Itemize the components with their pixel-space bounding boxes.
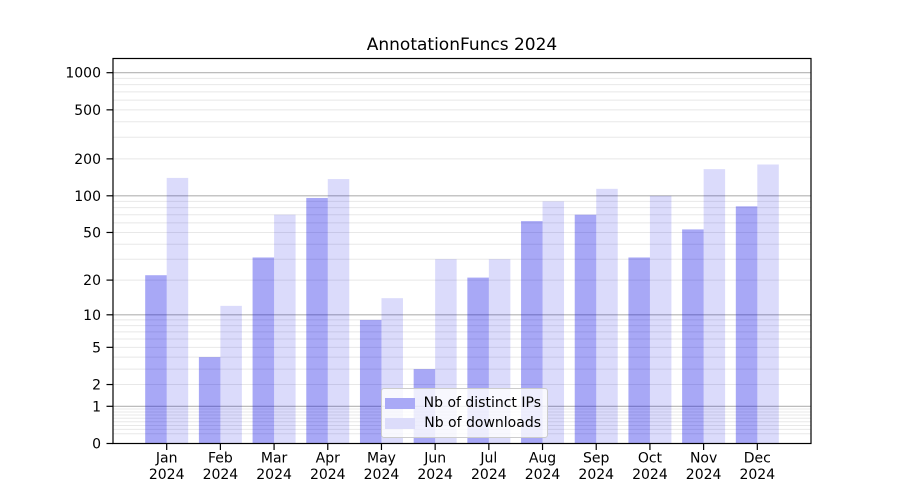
y-tick-label: 2 (92, 378, 101, 394)
y-tick-label: 1000 (65, 66, 101, 82)
legend-swatch-distinct-ips (384, 397, 415, 409)
bar-downloads-aug (542, 201, 565, 444)
x-tick-label: Jan 2024 (149, 451, 185, 484)
x-tick-label: Apr 2024 (310, 451, 346, 484)
legend-label-distinct-ips: Nb of distinct IPs (423, 395, 541, 411)
y-tick-label: 50 (83, 225, 101, 241)
x-tick-label: Mar 2024 (256, 451, 292, 484)
legend-swatch-downloads (385, 417, 416, 429)
bar-distinct-ips-nov (682, 229, 704, 444)
x-tick-label: Feb 2024 (203, 451, 239, 484)
bar-downloads-dec (757, 164, 779, 444)
bar-distinct-ips-feb (198, 357, 221, 444)
bar-distinct-ips-apr (306, 197, 328, 444)
bar-distinct-ips-dec (735, 206, 758, 444)
x-tick-label: May 2024 (364, 451, 400, 484)
legend-label-downloads: Nb of downloads (424, 415, 541, 431)
bar-distinct-ips-mar (252, 257, 275, 444)
bar-downloads-sep (596, 188, 618, 444)
x-tick-label: Oct 2024 (632, 451, 668, 484)
y-tick-label: 200 (74, 152, 101, 168)
plot-frame (112, 57, 812, 445)
bar-downloads-mar (274, 214, 296, 444)
x-tick-label: Jul 2024 (471, 451, 507, 484)
y-tick-label: 1 (92, 399, 101, 415)
x-tick-label: Nov 2024 (686, 451, 722, 484)
chart-title: AnnotationFuncs 2024 (366, 35, 558, 55)
legend-item-downloads: Nb of downloads (385, 415, 541, 431)
y-tick-label: 0 (92, 437, 101, 453)
bar-distinct-ips-aug (521, 221, 543, 444)
y-tick-label: 5 (92, 340, 101, 356)
y-tick-label: 500 (74, 103, 101, 119)
x-tick-label: Jun 2024 (417, 451, 453, 484)
bar-downloads-oct (649, 195, 672, 444)
bar-downloads-jan (166, 177, 189, 444)
bar-distinct-ips-oct (628, 257, 650, 444)
bar-distinct-ips-sep (574, 214, 597, 444)
y-tick-label: 10 (83, 308, 101, 324)
bar-downloads-apr (327, 179, 350, 444)
y-tick-label: 20 (83, 273, 101, 289)
bar-downloads-nov (703, 169, 726, 444)
legend: Nb of distinct IPs Nb of downloads (381, 388, 548, 438)
x-tick-label: Sep 2024 (578, 451, 614, 484)
x-tick-label: Dec 2024 (739, 451, 775, 484)
legend-item-distinct-ips: Nb of distinct IPs (384, 395, 541, 411)
bar-distinct-ips-may (359, 319, 382, 444)
x-tick-label: Aug 2024 (525, 451, 561, 484)
bar-distinct-ips-jan (145, 275, 167, 444)
y-tick-label: 100 (74, 189, 101, 205)
bar-downloads-feb (220, 305, 242, 444)
